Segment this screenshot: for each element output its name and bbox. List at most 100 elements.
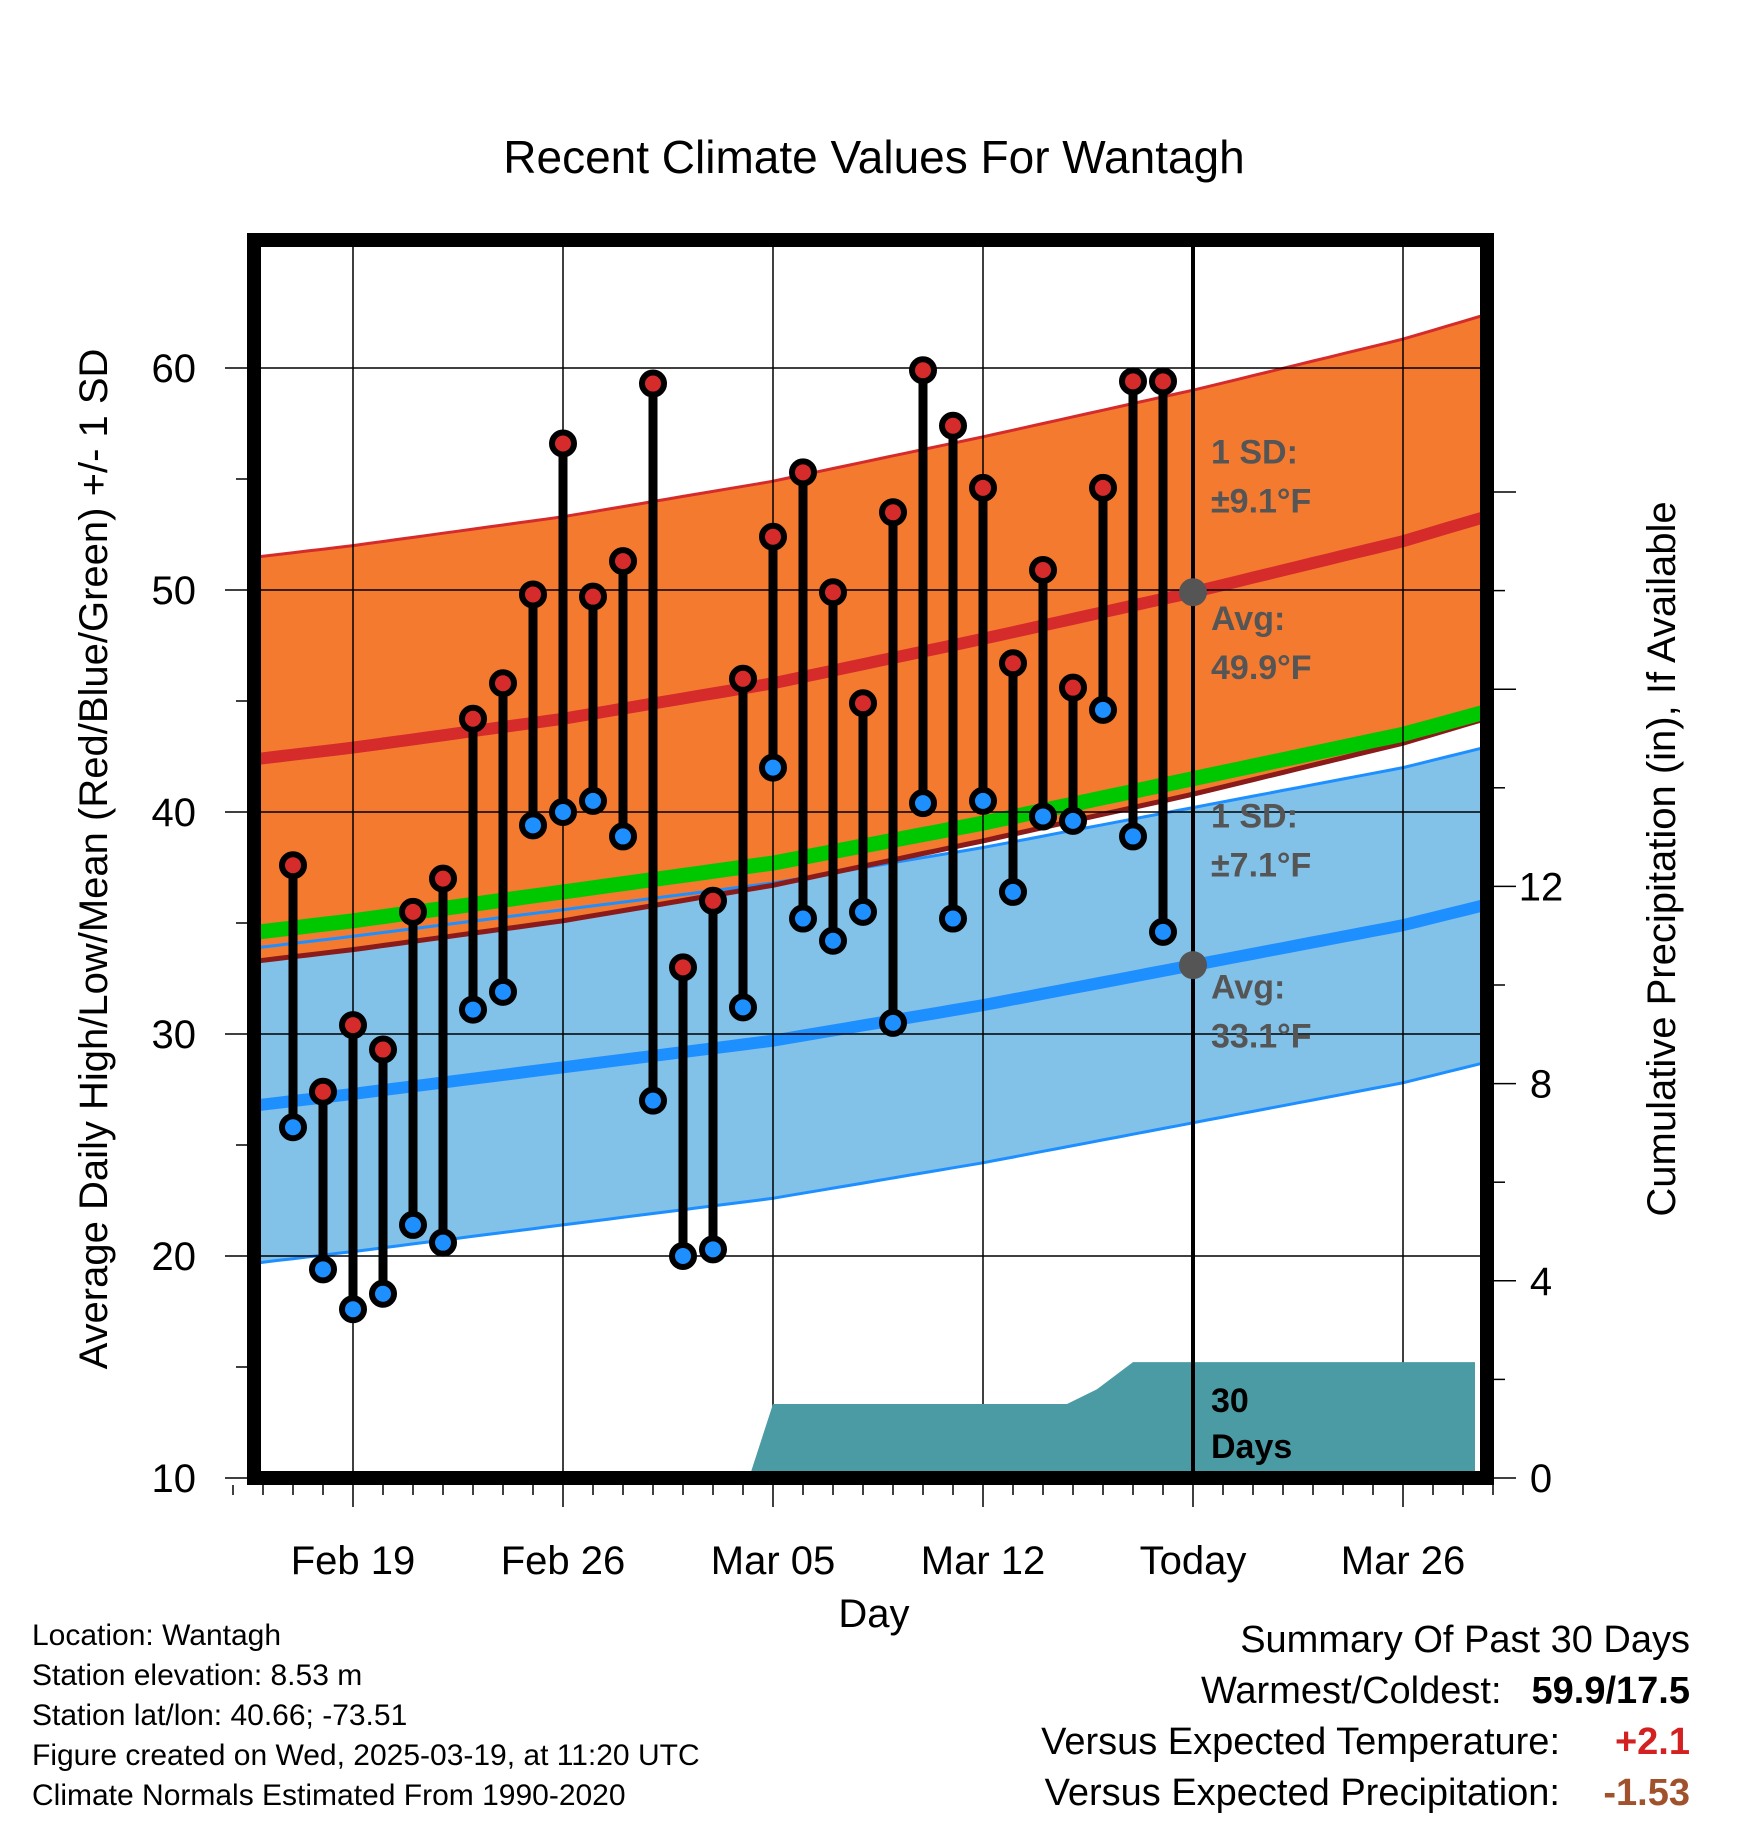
low-temp-point (519, 811, 547, 840)
chart-title: Recent Climate Values For Wantagh (503, 131, 1244, 183)
y-axis-label: Average Daily High/Low/Mean (Red/Blue/Gr… (72, 349, 116, 1370)
warm-cold-value: 59.9/17.5 (1531, 1670, 1690, 1712)
precip-area (750, 1362, 1475, 1472)
low-temp-point (309, 1255, 337, 1284)
high-temp-point (819, 578, 847, 607)
low-avg-label: Avg: (1211, 968, 1285, 1006)
y-tick-label: 50 (152, 569, 197, 613)
high-temp-point (909, 356, 937, 385)
y2-tick-label: 4 (1530, 1260, 1552, 1304)
low-temp-point (909, 789, 937, 818)
low-temp-point (609, 822, 637, 851)
high-average-line (260, 511, 1481, 765)
low-temp-point (699, 1235, 727, 1264)
x-tick-label: Today (1140, 1539, 1247, 1583)
y2-axis-label: Cumulative Precipitation (in), If Availa… (1640, 501, 1684, 1216)
high-temp-point (669, 953, 697, 982)
high-temp-point (609, 547, 637, 576)
low-temp-point (639, 1086, 667, 1115)
high-avg-label: Avg: (1211, 600, 1285, 638)
low-temp-point (819, 926, 847, 955)
low-temp-point (459, 995, 487, 1024)
station-info: Location: Wantagh Station elevation: 8.5… (32, 1616, 700, 1816)
high-temp-point (999, 649, 1027, 678)
low-temp-point (399, 1210, 427, 1239)
low-temp-point (879, 1008, 907, 1037)
low-temp-point (759, 753, 787, 782)
high-temp-point (939, 411, 967, 440)
low-temp-point (849, 897, 877, 926)
high-temp-point (759, 522, 787, 551)
low-sd-value: ±7.1°F (1211, 846, 1311, 884)
y-tick-label: 30 (152, 1013, 197, 1057)
y-tick-label: 10 (152, 1457, 197, 1501)
y2-tick-label: 8 (1530, 1063, 1552, 1107)
days-label-text: Days (1211, 1428, 1292, 1466)
y-tick-label: 40 (152, 791, 197, 835)
high-temp-point (1029, 556, 1057, 585)
high-temp-point (489, 669, 517, 698)
location-text: Location: Wantagh (32, 1619, 282, 1652)
x-tick-label: Feb 26 (501, 1539, 626, 1583)
y2-tick-label: 12 (1519, 865, 1564, 909)
low-temp-point (669, 1242, 697, 1270)
high-temp-point (639, 369, 667, 398)
summary-precip: Versus Expected Precipitation: -1.53 (1041, 1768, 1690, 1819)
high-temp-point (369, 1035, 397, 1064)
high-sd-value: ±9.1°F (1211, 482, 1311, 520)
low-temp-point (369, 1279, 397, 1308)
created-text: Figure created on Wed, 2025-03-19, at 11… (32, 1739, 700, 1772)
low-temp-point (1089, 695, 1117, 724)
high-sd-label: 1 SD: (1211, 433, 1298, 471)
high-temp-point (1119, 367, 1147, 396)
x-tick-label: Mar 05 (711, 1539, 836, 1583)
high-temp-point (699, 886, 727, 915)
high-temp-point (429, 864, 457, 893)
low-temp-point (579, 786, 607, 815)
today-high-average-point (1179, 578, 1207, 607)
high-avg-value: 49.9°F (1211, 649, 1312, 687)
low-temp-point (339, 1295, 367, 1324)
low-sd-label: 1 SD: (1211, 798, 1298, 836)
low-temp-point (549, 798, 577, 826)
warm-cold-label: Warmest/Coldest: (1200, 1670, 1502, 1712)
high-temp-point (1089, 473, 1117, 502)
low-temp-point (279, 1113, 307, 1142)
high-temp-point (309, 1077, 337, 1106)
precip-value: -1.53 (1603, 1772, 1690, 1814)
y2-tick-label: 0 (1530, 1457, 1552, 1501)
low-temp-point (1149, 917, 1177, 946)
low-temp-point (789, 904, 817, 933)
high-temp-point (339, 1011, 367, 1040)
high-temp-point (519, 580, 547, 609)
high-temp-point (1059, 673, 1087, 702)
days-label-number: 30 (1211, 1382, 1249, 1420)
low-temp-point (1059, 806, 1087, 835)
y-tick-label: 20 (152, 1235, 197, 1279)
high-temp-point (969, 473, 997, 502)
low-temp-point (489, 977, 517, 1006)
high-temp-point (879, 498, 907, 527)
summary-temp: Versus Expected Temperature: +2.1 (1041, 1717, 1690, 1768)
high-temp-point (1149, 367, 1177, 396)
low-temp-point (1029, 802, 1057, 831)
high-temp-point (459, 704, 487, 733)
x-tick-label: Feb 19 (291, 1539, 416, 1583)
elevation-text: Station elevation: 8.53 m (32, 1659, 363, 1692)
x-axis-label: Day (838, 1592, 909, 1636)
temp-value: +2.1 (1614, 1721, 1690, 1763)
low-avg-value: 33.1°F (1211, 1017, 1312, 1055)
high-temp-point (549, 429, 577, 458)
low-temp-point (969, 786, 997, 815)
summary-warm-cold: Warmest/Coldest: 59.9/17.5 (1041, 1666, 1690, 1717)
summary-panel: Summary Of Past 30 Days Warmest/Coldest:… (1041, 1615, 1690, 1819)
high-temp-point (399, 897, 427, 926)
x-tick-label: Mar 26 (1341, 1539, 1466, 1583)
high-temp-point (849, 689, 877, 718)
high-temp-point (579, 582, 607, 611)
high-temp-point (279, 851, 307, 880)
high-band-upper-edge (260, 314, 1481, 559)
today-low-average-point (1179, 951, 1207, 980)
low-temp-point (939, 904, 967, 933)
